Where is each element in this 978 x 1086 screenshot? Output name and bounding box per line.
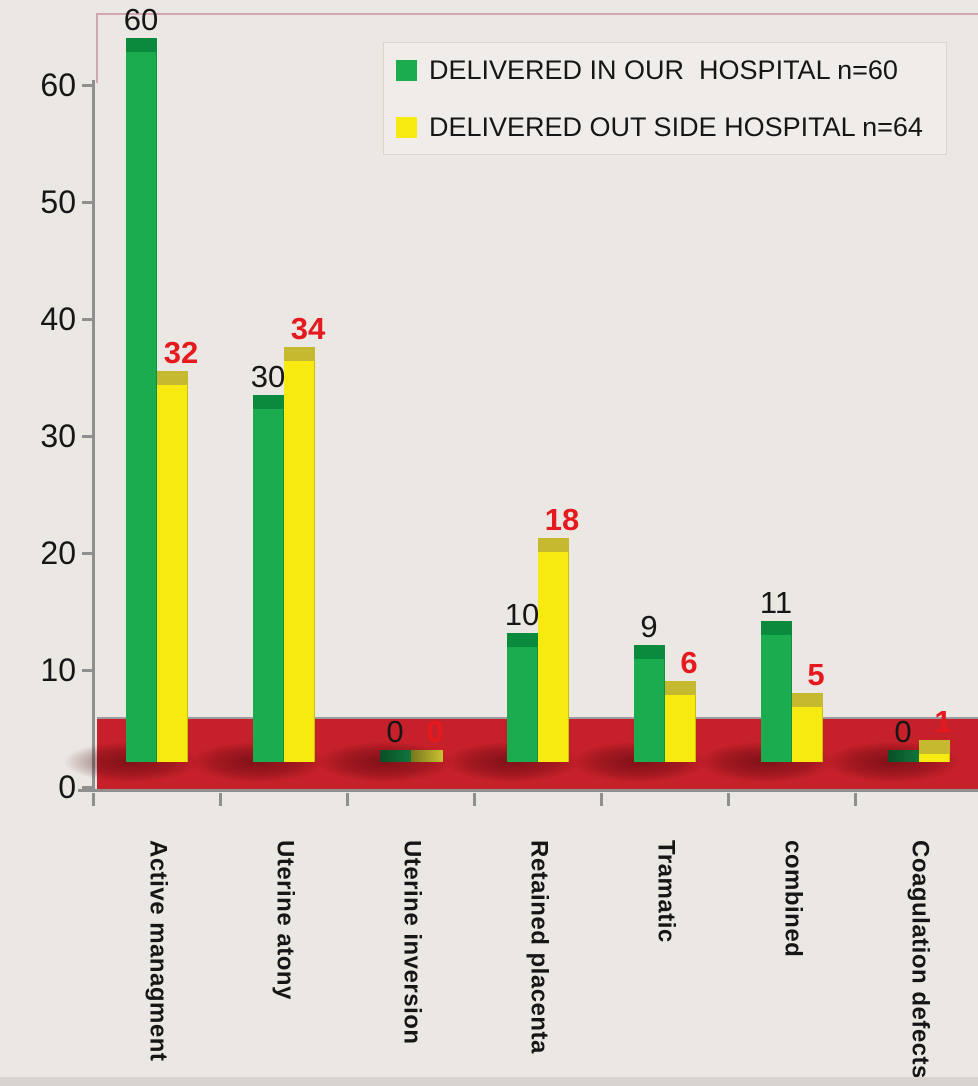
category-label-3: Uterine inversion [398,840,426,1045]
y-tick [82,786,93,789]
legend-label: DELIVERED OUT SIDE HOSPITAL n=64 [429,111,923,142]
y-tick-label: 30 [40,418,76,454]
bar-shadow [318,742,451,782]
y-axis-line [92,80,95,792]
x-tick [600,793,603,806]
value-label-green-3: 0 [386,714,404,749]
yellow-bar-cap-7 [918,740,950,754]
legend-item-delivered-in-hospital: DELIVERED IN OUR HOSPITAL n=60 [396,55,946,86]
yellow-bar-cap-2 [283,347,315,361]
yellow-bar-6 [791,707,823,762]
y-tick [82,318,93,321]
value-label-green-2: 30 [250,359,286,394]
y-tick-label: 50 [40,184,76,220]
yellow-bar-cap-5 [664,681,696,695]
plot-border-top [96,13,978,15]
yellow-zero-slab-3 [410,750,443,762]
green-bar-6 [760,635,792,762]
green-bar-4 [506,647,538,762]
bottom-strip [0,1077,978,1086]
value-label-green-1: 60 [123,2,159,37]
legend: DELIVERED IN OUR HOSPITAL n=60 DELIVERED… [383,42,947,155]
legend-swatch-yellow [396,116,417,138]
value-label-yellow-5: 6 [680,645,698,680]
yellow-bar-2 [283,361,315,762]
value-label-yellow-2: 34 [290,311,326,346]
y-tick [82,84,93,87]
green-zero-slab-7 [887,750,920,762]
value-label-green-7: 0 [894,714,912,749]
category-label-1: Active managment [144,840,172,1062]
value-label-yellow-7: 1 [934,704,952,739]
category-label-7: Coagulation defects [906,840,934,1079]
green-bar-cap-1 [125,38,157,52]
x-tick [473,793,476,806]
yellow-bar-7 [918,754,950,762]
x-tick [727,793,730,806]
green-bar-1 [125,52,157,762]
y-tick-label: 20 [40,535,76,571]
x-tick [219,793,222,806]
yellow-bar-1 [156,385,188,762]
value-label-yellow-4: 18 [544,502,580,537]
yellow-bar-5 [664,695,696,762]
value-label-yellow-6: 5 [807,657,825,692]
value-label-green-4: 10 [504,597,540,632]
value-label-yellow-3: 0 [426,714,444,749]
y-tick-label: 40 [40,301,76,337]
y-tick-label: 60 [40,67,76,103]
category-label-6: combined [779,840,807,958]
yellow-bar-cap-1 [156,371,188,385]
green-bar-cap-6 [760,621,792,635]
y-tick-label: 10 [40,652,76,688]
y-tick [82,552,93,555]
green-bar-5 [633,659,665,762]
y-tick [82,669,93,672]
green-bar-cap-4 [506,633,538,647]
legend-label: DELIVERED IN OUR HOSPITAL n=60 [429,54,898,85]
plot-border-left [96,13,98,83]
value-label-yellow-1: 32 [163,335,199,370]
legend-swatch-green [396,59,417,81]
yellow-bar-4 [537,552,569,762]
category-label-5: Tramatic [652,840,680,943]
x-tick [854,793,857,806]
x-tick [92,793,95,806]
value-label-green-6: 11 [759,585,793,620]
green-bar-2 [252,409,284,762]
y-tick [82,201,93,204]
green-bar-cap-5 [633,645,665,659]
x-axis-line [78,789,978,792]
yellow-bar-cap-4 [537,538,569,552]
y-tick [82,435,93,438]
green-bar-cap-2 [252,395,284,409]
category-label-4: Retained placenta [525,840,553,1054]
legend-item-delivered-outside-hospital: DELIVERED OUT SIDE HOSPITAL n=64 [396,112,946,143]
value-label-green-5: 9 [640,609,658,644]
yellow-bar-cap-6 [791,693,823,707]
x-tick [346,793,349,806]
category-label-2: Uterine atony [271,840,299,1000]
green-zero-slab-3 [379,750,412,762]
